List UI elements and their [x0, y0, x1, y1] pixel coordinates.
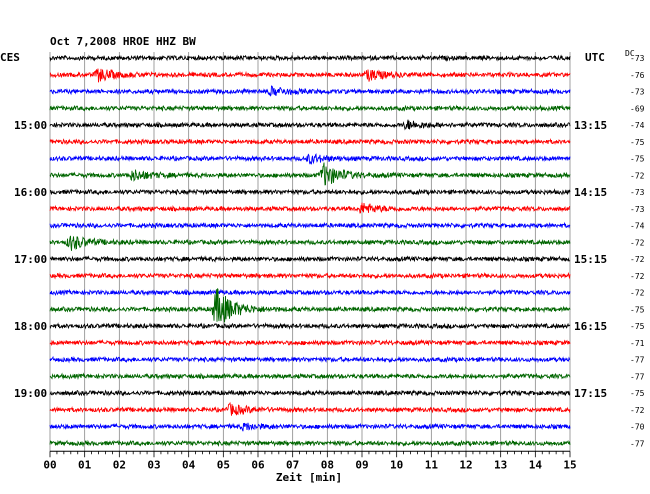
left-time-label: 19:00: [14, 387, 47, 400]
left-time-label: 16:00: [14, 186, 47, 199]
x-tick-label-03: 03: [147, 458, 160, 471]
dc-offset-label-16: -75: [630, 322, 645, 331]
trace-7: [49, 162, 571, 186]
right-time-label: 16:15: [574, 320, 607, 333]
trace-3: [49, 104, 571, 113]
x-tick-label-04: 04: [182, 458, 196, 471]
dc-header: DC: [625, 49, 635, 58]
trace-17: [49, 338, 571, 347]
dc-offset-label-6: -75: [630, 155, 645, 164]
x-tick-label-01: 01: [78, 458, 92, 471]
dc-offset-label-3: -69: [630, 104, 645, 113]
trace-1: [49, 68, 571, 83]
trace-5: [49, 138, 571, 146]
x-tick-label-08: 08: [321, 458, 334, 471]
dc-offset-label-2: -73: [630, 88, 645, 97]
left-time-label: 17:00: [14, 253, 47, 266]
trace-20: [49, 389, 571, 397]
x-tick-label-00: 00: [43, 458, 56, 471]
x-tick-label-07: 07: [286, 458, 299, 471]
dc-offset-label-15: -75: [630, 305, 645, 314]
dc-offset-label-12: -72: [630, 255, 645, 264]
x-tick-label-14: 14: [529, 458, 543, 471]
right-time-label: 15:15: [574, 253, 607, 266]
trace-4: [49, 119, 571, 131]
x-tick-label-06: 06: [251, 458, 265, 471]
trace-9: [49, 202, 571, 214]
dc-offset-label-11: -72: [630, 238, 645, 247]
dc-offset-label-8: -73: [630, 188, 645, 197]
x-tick-label-11: 11: [425, 458, 439, 471]
x-tick-label-02: 02: [113, 458, 126, 471]
chart-title: Oct 7,2008 HROE HHZ BW: [50, 35, 196, 48]
right-time-label: 13:15: [574, 119, 607, 132]
trace-14: [49, 288, 571, 297]
right-timezone-label: UTC: [585, 51, 605, 64]
x-tick-label-10: 10: [390, 458, 403, 471]
right-time-label: 17:15: [574, 387, 607, 400]
labels: 00 01 02 03 04 05 06 07 08 09 10 11 12 13 14 15 -73 -76 -7…: [14, 54, 645, 471]
dc-offset-label-0: -73: [630, 54, 645, 63]
trace-6: [49, 153, 571, 165]
dc-offset-label-19: -77: [630, 372, 645, 381]
x-tick-label-13: 13: [494, 458, 507, 471]
x-tick-label-09: 09: [355, 458, 368, 471]
trace-11: [49, 235, 571, 251]
trace-18: [49, 355, 571, 364]
dc-offset-label-22: -70: [630, 423, 645, 432]
left-time-label: 18:00: [14, 320, 47, 333]
dc-offset-label-5: -75: [630, 138, 645, 147]
dc-offset-label-20: -75: [630, 389, 645, 398]
trace-0: [49, 53, 571, 62]
left-timezone-label: CES: [0, 51, 20, 64]
trace-2: [49, 85, 571, 97]
dc-offset-label-1: -76: [630, 71, 645, 80]
dc-offset-label-7: -72: [630, 171, 645, 180]
trace-10: [49, 221, 571, 230]
traces: [49, 53, 571, 448]
x-tick-label-12: 12: [459, 458, 472, 471]
trace-15: [49, 288, 571, 323]
dc-offset-label-9: -73: [630, 205, 645, 214]
trace-12: [50, 255, 571, 263]
right-time-label: 14:15: [574, 186, 607, 199]
dc-offset-label-14: -72: [630, 289, 645, 298]
dc-offset-label-18: -77: [630, 356, 645, 365]
dc-offset-label-4: -74: [630, 121, 645, 130]
trace-21: [49, 401, 571, 416]
left-time-label: 15:00: [14, 119, 47, 132]
grid: [49, 52, 571, 458]
x-axis-label: Zeit [min]: [276, 471, 342, 484]
trace-22: [49, 422, 571, 432]
dc-offset-label-21: -72: [630, 406, 645, 415]
dc-offset-label-13: -72: [630, 272, 645, 281]
x-tick-label-05: 05: [217, 458, 230, 471]
trace-16: [49, 322, 571, 330]
trace-8: [49, 188, 571, 196]
dc-offset-label-17: -71: [630, 339, 645, 348]
trace-23: [49, 439, 571, 448]
x-tick-label-15: 15: [563, 458, 576, 471]
trace-19: [49, 372, 571, 381]
trace-13: [49, 271, 571, 280]
dc-offset-label-10: -74: [630, 222, 645, 231]
dc-offset-label-23: -77: [630, 439, 645, 448]
